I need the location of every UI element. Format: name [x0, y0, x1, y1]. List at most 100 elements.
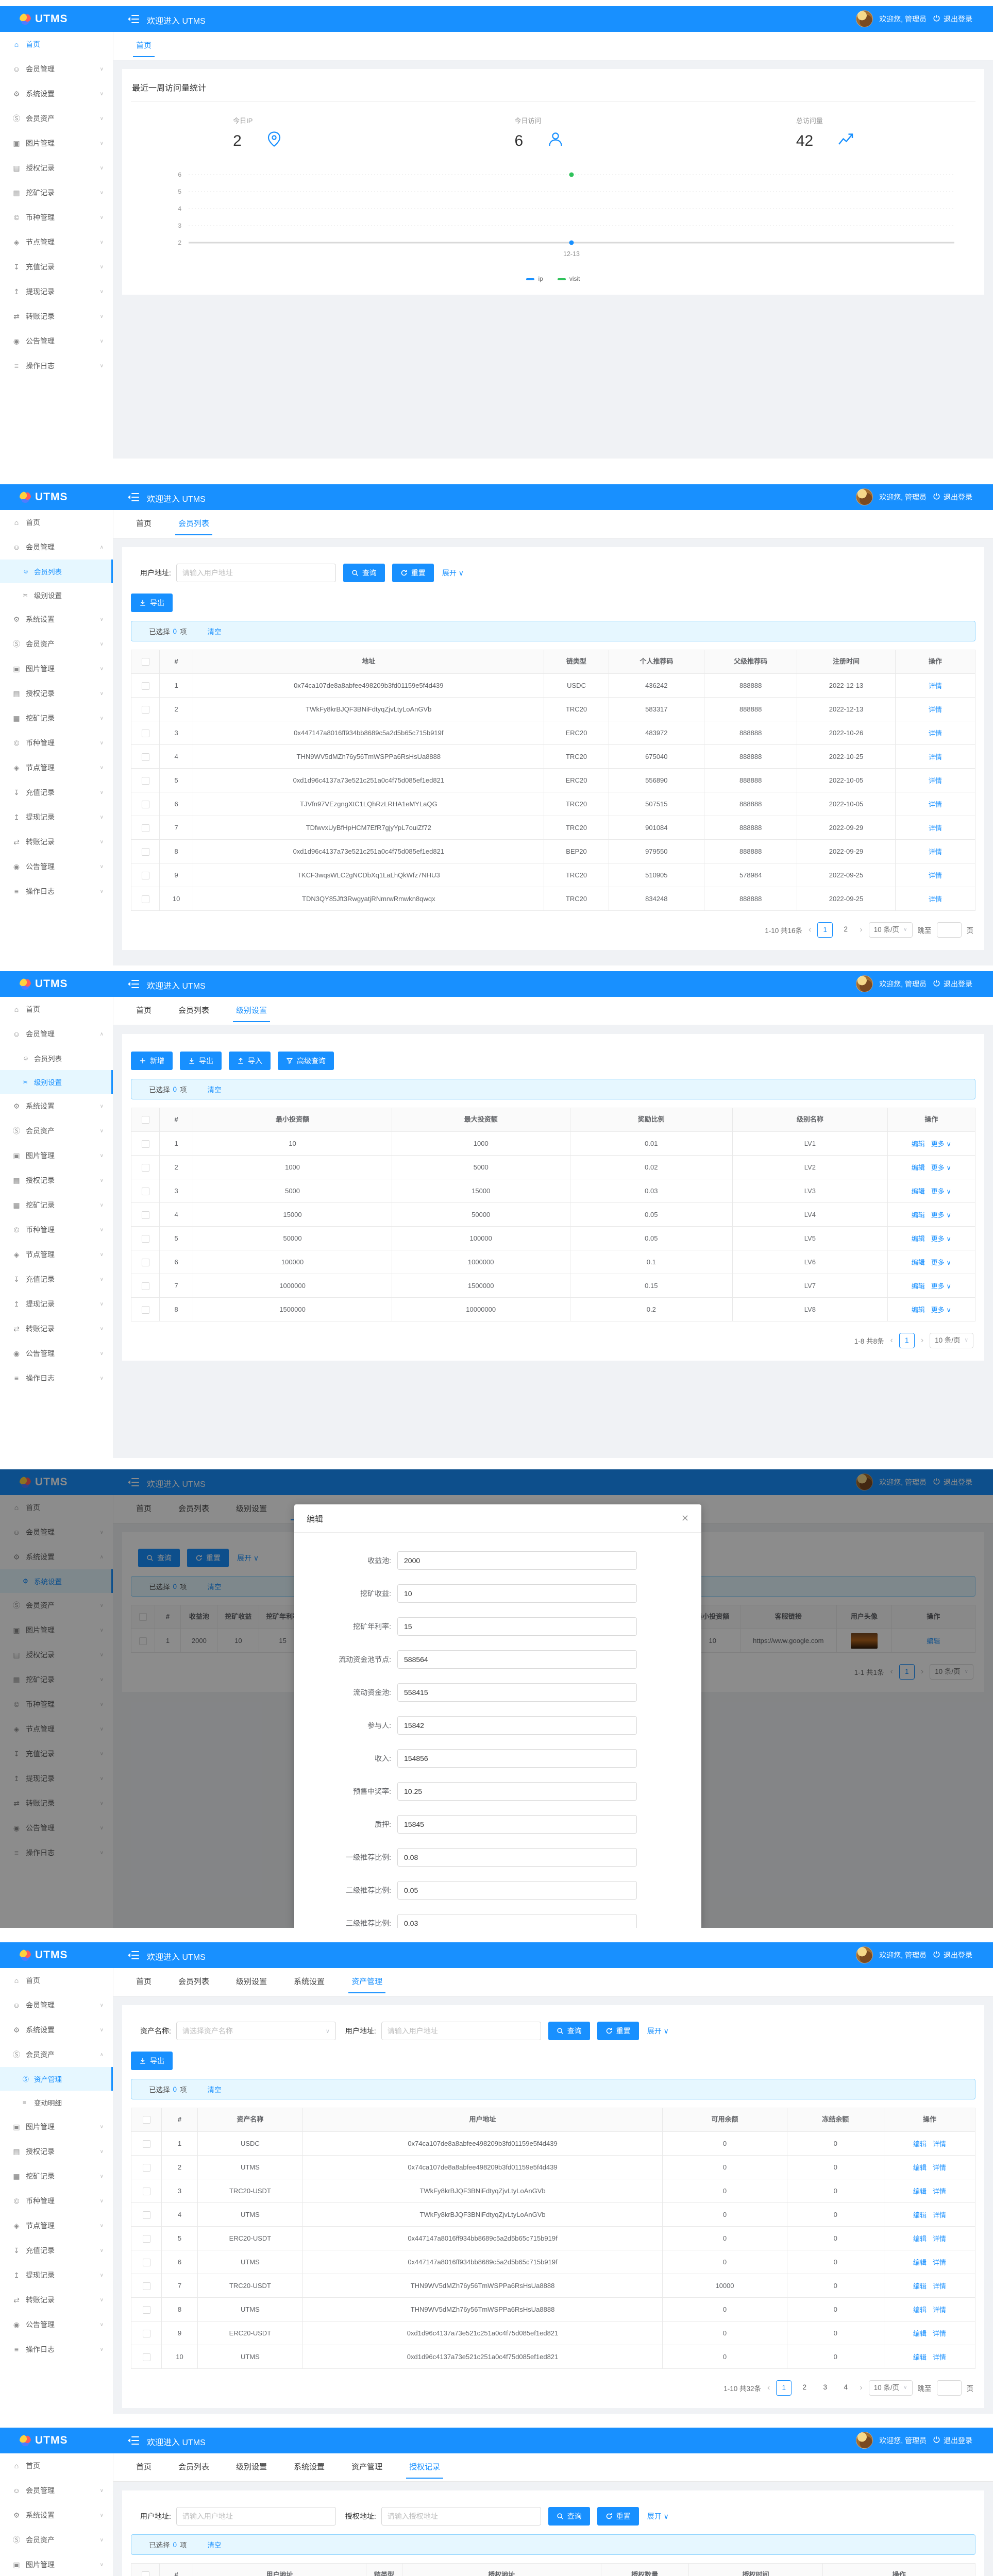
详情-link[interactable]: 详情 — [932, 2259, 946, 2266]
row-checkbox[interactable] — [141, 753, 149, 761]
sidebar-item-提现记录[interactable]: ↥ 提现记录 ∨ — [0, 805, 113, 829]
导入-button[interactable]: 导入 — [229, 1052, 271, 1070]
sidebar-item-会员资产[interactable]: Ⓢ 会员资产 ∨ — [13, 2536, 104, 2544]
sidebar-item-会员管理[interactable]: ☺ 会员管理 ∧ — [12, 543, 104, 551]
page-2-button[interactable]: 2 — [802, 2383, 807, 2391]
sidebar-item-节点管理[interactable]: ◈ 节点管理 ∨ — [0, 2213, 113, 2238]
sidebar-item-首页[interactable]: ⌂ 首页 — [0, 997, 113, 1022]
tab-系统设置[interactable]: 系统设置 — [294, 1977, 325, 1986]
详情-link[interactable]: 详情 — [932, 2164, 946, 2172]
page-size-select[interactable]: 10 条/页 ∨ — [868, 922, 913, 938]
menu-fold-icon[interactable] — [128, 14, 139, 24]
更多-link[interactable]: 更多 ∨ — [931, 1306, 951, 1314]
sidebar-subitem-会员列表[interactable]: ☺ 会员列表 — [23, 1055, 62, 1063]
sidebar-item-币种管理[interactable]: © 币种管理 ∨ — [0, 1692, 113, 1717]
close-icon[interactable]: ✕ — [681, 1513, 689, 1523]
tab-会员列表[interactable]: 会员列表 — [175, 510, 213, 538]
row-checkbox[interactable] — [141, 824, 149, 832]
select-all-checkbox[interactable] — [130, 2108, 162, 2132]
sidebar-item-会员资产[interactable]: Ⓢ 会员资产 ∨ — [13, 1127, 104, 1135]
sidebar-item-操作日志[interactable]: ≡ 操作日志 ∨ — [0, 879, 113, 904]
row-checkbox[interactable] — [141, 729, 149, 737]
page-1-button[interactable]: 1 — [899, 1664, 915, 1680]
编辑-link[interactable]: 编辑 — [911, 1282, 925, 1290]
编辑-link[interactable]: 编辑 — [913, 2306, 927, 2314]
sidebar-item-转账记录[interactable]: ⇄ 转账记录 ∨ — [0, 829, 113, 854]
sidebar-item-转账记录[interactable]: ⇄ 转账记录 ∨ — [0, 1791, 113, 1816]
reset-button[interactable]: 重置 — [392, 564, 434, 582]
tab-首页[interactable]: 首页 — [136, 1006, 152, 1015]
sidebar-item-系统设置[interactable]: ⚙ 系统设置 ∧ — [13, 1552, 104, 1562]
sidebar-item-充值记录[interactable]: ↧ 充值记录 ∨ — [0, 1741, 113, 1766]
编辑-link[interactable]: 编辑 — [911, 1306, 925, 1314]
编辑-link[interactable]: 编辑 — [913, 2330, 927, 2337]
avatar-image[interactable] — [850, 1633, 878, 1649]
编辑-link[interactable]: 编辑 — [913, 2188, 927, 2195]
编辑-link[interactable]: 编辑 — [911, 1164, 925, 1172]
编辑-link[interactable]: 编辑 — [913, 2353, 927, 2361]
row-checkbox[interactable] — [142, 2258, 150, 2266]
sidebar-item-首页[interactable]: ⌂ 首页 — [0, 2453, 113, 2478]
详情-link[interactable]: 详情 — [928, 682, 942, 690]
sidebar-item-会员管理[interactable]: ☺ 会员管理 ∧ — [12, 1030, 104, 1038]
sidebar-item-节点管理[interactable]: ◈ 节点管理 ∨ — [0, 755, 113, 780]
sidebar-item-授权记录[interactable]: ▤ 授权记录 ∨ — [13, 2147, 104, 2156]
sidebar-item-操作日志[interactable]: ≡ 操作日志 ∨ — [0, 1840, 113, 1865]
sidebar-item-系统设置[interactable]: ⚙ 系统设置 ∨ — [13, 89, 104, 98]
legend-visit[interactable]: visit — [557, 275, 580, 282]
prev-page-button[interactable]: ‹ — [767, 2383, 770, 2392]
sidebar-item-会员管理[interactable]: ☺ 会员管理 ∨ — [12, 1528, 104, 1536]
row-checkbox[interactable] — [142, 2163, 150, 2172]
tab-级别设置[interactable]: 级别设置 — [233, 997, 271, 1025]
sidebar-item-会员管理[interactable]: ☺ 会员管理 ∨ — [12, 65, 104, 73]
reset-button[interactable]: 重置 — [597, 2022, 639, 2040]
编辑-link[interactable]: 编辑 — [911, 1235, 925, 1243]
sidebar-item-图片管理[interactable]: ▣ 图片管理 ∨ — [13, 1625, 104, 1635]
sidebar-item-币种管理[interactable]: © 币种管理 ∨ — [0, 1217, 113, 1242]
sidebar-item-节点管理[interactable]: ◈ 节点管理 ∨ — [0, 1242, 113, 1267]
详情-link[interactable]: 详情 — [928, 824, 942, 832]
更多-link[interactable]: 更多 ∨ — [931, 1211, 951, 1219]
clear-selection-link[interactable]: 清空 — [207, 1583, 222, 1591]
详情-link[interactable]: 详情 — [928, 730, 942, 737]
详情-link[interactable]: 详情 — [932, 2306, 946, 2314]
filter-select[interactable]: 请选择资产名称 ∨ — [176, 2022, 336, 2040]
sidebar-item-提现记录[interactable]: ↥ 提现记录 ∨ — [0, 1292, 113, 1316]
field-input-收入[interactable] — [397, 1749, 637, 1768]
page-3-button[interactable]: 3 — [823, 2383, 828, 2391]
tab-系统设置[interactable]: 系统设置 — [294, 2462, 325, 2471]
编辑-link[interactable]: 编辑 — [911, 1140, 925, 1148]
field-input-参与人[interactable] — [397, 1716, 637, 1735]
sidebar-item-会员管理[interactable]: ☺ 会员管理 ∨ — [12, 2486, 104, 2495]
row-checkbox[interactable] — [141, 682, 149, 690]
sidebar-item-会员资产[interactable]: Ⓢ 会员资产 ∨ — [13, 1601, 104, 1609]
tab-会员列表[interactable]: 会员列表 — [178, 1006, 210, 1015]
sidebar-item-会员资产[interactable]: Ⓢ 会员资产 ∧ — [13, 2050, 104, 2059]
tab-级别设置[interactable]: 级别设置 — [236, 2462, 267, 2471]
sidebar-item-转账记录[interactable]: ⇄ 转账记录 ∨ — [0, 1316, 113, 1341]
field-input-流动资金池[interactable] — [397, 1683, 637, 1702]
logout-button[interactable]: 退出登录 — [933, 492, 972, 502]
sidebar-item-公告管理[interactable]: ◉ 公告管理 ∨ — [13, 2320, 104, 2329]
row-checkbox[interactable] — [141, 1306, 149, 1314]
详情-link[interactable]: 详情 — [928, 801, 942, 808]
expand-link[interactable]: 展开 ∨ — [442, 569, 464, 577]
sidebar-item-转账记录[interactable]: ⇄ 转账记录 ∨ — [0, 2287, 113, 2312]
row-checkbox[interactable] — [141, 1282, 149, 1290]
sidebar-subitem-级别设置[interactable]: ≍ 级别设置 — [23, 591, 62, 600]
page-1-button[interactable]: 1 — [776, 2380, 792, 2396]
sidebar-item-图片管理[interactable]: ▣ 图片管理 ∨ — [13, 1151, 104, 1160]
详情-link[interactable]: 详情 — [928, 777, 942, 785]
sidebar-item-授权记录[interactable]: ▤ 授权记录 ∨ — [13, 1176, 104, 1185]
select-all-checkbox[interactable] — [130, 2563, 160, 2576]
sidebar-item-公告管理[interactable]: ◉ 公告管理 ∨ — [13, 336, 104, 346]
page-1-button[interactable]: 1 — [899, 1333, 915, 1348]
sidebar-item-系统设置[interactable]: ⚙ 系统设置 ∨ — [13, 2511, 104, 2520]
row-checkbox[interactable] — [141, 1163, 149, 1172]
prev-page-button[interactable]: ‹ — [890, 1667, 893, 1676]
field-input-三级推荐比例[interactable] — [397, 1914, 637, 1928]
sidebar-item-挖矿记录[interactable]: ▦ 挖矿记录 ∨ — [13, 1200, 104, 1210]
详情-link[interactable]: 详情 — [932, 2353, 946, 2361]
logout-button[interactable]: 退出登录 — [933, 1950, 972, 1960]
sidebar-subitem-会员列表[interactable]: ☺ 会员列表 — [0, 560, 113, 583]
